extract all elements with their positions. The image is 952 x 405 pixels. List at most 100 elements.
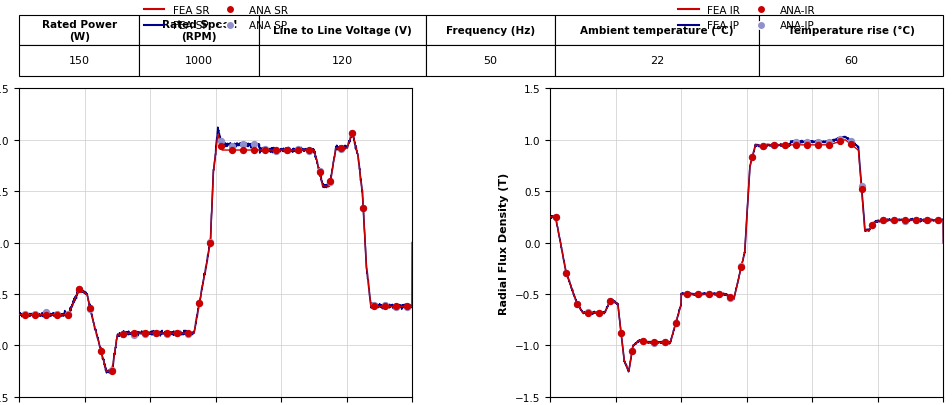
ANA-IP (602, 298, 617, 305)
FEA IR (628, 342, 640, 347)
FEA IR (839, 138, 850, 143)
ANA SP (388, 304, 404, 311)
ANA SP (169, 330, 185, 337)
ANA SR (367, 303, 382, 310)
ANA-IR (602, 298, 617, 305)
ANA-IR (765, 142, 781, 149)
ANA SP (333, 146, 348, 152)
ANA SR (268, 147, 283, 154)
Legend: FEA SR, FEA SP, ANA SR, ANA SP: FEA SR, FEA SP, ANA SR, ANA SP (139, 2, 291, 35)
ANA-IR (907, 217, 922, 224)
ANA-IR (679, 291, 694, 298)
ANA-IP (569, 301, 585, 308)
FEA SR (13, 312, 25, 317)
ANA SR (355, 205, 370, 212)
ANA-IR (875, 217, 890, 224)
ANA-IR (689, 291, 704, 298)
FEA SR (407, 241, 418, 245)
ANA SP (71, 286, 87, 292)
FEA IP (623, 369, 634, 374)
ANA-IP (853, 183, 868, 190)
ANA SP (104, 367, 119, 373)
ANA-IP (645, 339, 661, 346)
ANA-IP (799, 139, 814, 146)
ANA SP (355, 205, 370, 211)
ANA SP (137, 331, 152, 338)
ANA-IP (657, 339, 672, 346)
FEA SR (161, 331, 172, 336)
ANA SR (345, 130, 360, 136)
FEA IR (706, 292, 718, 297)
ANA SP (17, 311, 32, 318)
ANA SP (213, 139, 228, 145)
ANA SR (181, 330, 196, 337)
FEA SR (97, 356, 109, 361)
ANA SR (191, 300, 207, 307)
ANA-IP (755, 144, 770, 150)
ANA-IP (821, 139, 836, 145)
ANA-IR (667, 320, 683, 327)
ANA-IR (657, 339, 672, 346)
ANA-IP (897, 218, 912, 224)
FEA SP (13, 312, 25, 317)
ANA-IP (777, 143, 792, 149)
FEA SP (97, 357, 109, 362)
ANA SP (235, 141, 250, 147)
ANA-IR (853, 187, 868, 193)
ANA SR (257, 147, 272, 154)
ANA SR (39, 311, 54, 318)
ANA SP (93, 348, 109, 354)
ANA SP (126, 332, 141, 338)
FEA SR (36, 312, 48, 317)
ANA SP (301, 148, 316, 154)
FEA IP (566, 288, 578, 292)
FEA SR (174, 331, 186, 336)
ANA SP (311, 168, 327, 175)
ANA-IR (831, 139, 846, 145)
FEA SP (176, 330, 188, 335)
ANA SR (61, 311, 76, 318)
ANA SP (39, 309, 54, 316)
ANA-IP (929, 218, 944, 224)
ANA SR (289, 147, 305, 154)
ANA SP (225, 143, 240, 150)
ANA SP (399, 304, 414, 311)
FEA SR (347, 131, 358, 136)
ANA SP (61, 311, 76, 317)
ANA-IR (929, 217, 944, 224)
ANA-IR (645, 339, 661, 346)
ANA-IP (700, 290, 715, 297)
ANA-IP (547, 214, 563, 221)
ANA-IP (667, 320, 683, 326)
FEA IR (812, 143, 823, 148)
FEA SR (176, 331, 188, 336)
ANA SR (104, 368, 119, 375)
Line: FEA IP: FEA IP (549, 137, 942, 372)
ANA-IP (635, 338, 650, 345)
FEA IP (544, 215, 555, 220)
FEA SR (101, 369, 112, 374)
ANA-IR (733, 264, 748, 270)
ANA-IR (843, 141, 858, 148)
ANA-IP (765, 142, 781, 149)
ANA-IP (831, 136, 846, 143)
ANA SR (225, 147, 240, 154)
ANA SR (71, 286, 87, 292)
Y-axis label: Radial Flux Density (T): Radial Flux Density (T) (499, 172, 509, 314)
ANA SR (159, 330, 174, 337)
FEA IR (623, 369, 634, 374)
ANA SP (279, 147, 294, 154)
FEA IR (544, 215, 555, 220)
ANA SR (137, 330, 152, 337)
FEA SP (101, 371, 112, 375)
ANA SR (399, 303, 414, 310)
ANA SP (323, 179, 338, 185)
ANA SP (377, 302, 392, 308)
ANA-IP (711, 291, 726, 298)
ANA SR (115, 331, 130, 337)
ANA-IR (547, 214, 563, 221)
Line: FEA SP: FEA SP (19, 128, 412, 373)
ANA SR (377, 303, 392, 310)
ANA-IP (558, 270, 573, 277)
ANA SP (203, 239, 218, 245)
